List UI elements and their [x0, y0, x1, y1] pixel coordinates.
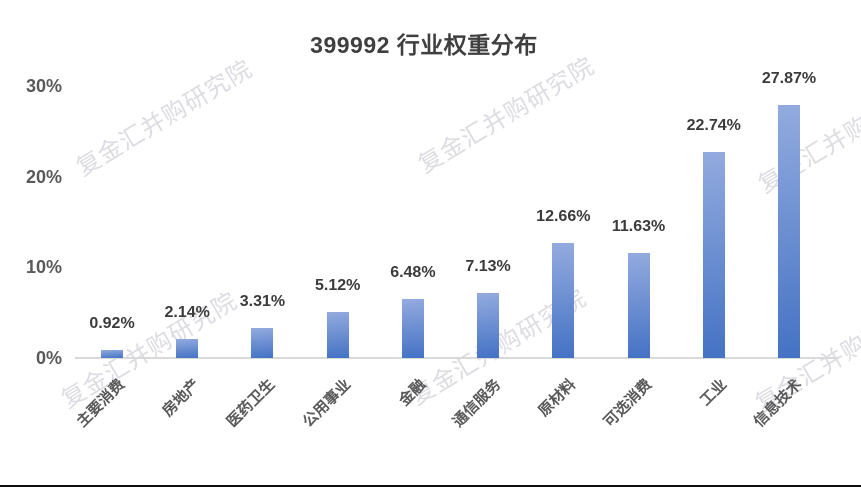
bar-信息技术: [777, 105, 800, 358]
x-tick-label: 医药卫生: [224, 376, 279, 431]
data-label: 0.92%: [89, 314, 135, 332]
y-tick-label: 10%: [25, 257, 62, 278]
y-tick-label: 20%: [25, 166, 62, 187]
bar-可选消费: [627, 252, 650, 358]
x-tick-label: 金融: [395, 376, 430, 410]
data-label: 27.87%: [761, 70, 817, 88]
bar-通信服务: [477, 293, 500, 358]
data-label: 2.14%: [164, 303, 210, 321]
x-tick-label: 房地产: [159, 376, 204, 420]
x-tick-label: 公用事业: [299, 376, 354, 431]
x-tick-label: 通信服务: [449, 376, 505, 431]
y-tick-label: 30%: [25, 75, 62, 96]
x-axis-line: [75, 357, 838, 359]
bar-公用事业: [326, 311, 349, 358]
chart-title: 399992 行业权重分布: [310, 32, 538, 58]
data-label: 11.63%: [611, 217, 666, 235]
bar-医药卫生: [251, 327, 274, 358]
x-tick-label: 主要消费: [73, 376, 129, 431]
bar-金融: [401, 299, 424, 358]
y-tick-label: 0%: [35, 348, 62, 368]
watermark-text: 复金汇并购研究院: [71, 55, 258, 182]
data-label: 5.12%: [314, 276, 361, 294]
bar-工业: [702, 151, 725, 358]
bar-房地产: [176, 338, 199, 358]
bar-主要消费: [101, 349, 123, 358]
watermark-text: 复金汇并购研究院: [413, 52, 600, 179]
x-tick-label: 工业: [696, 376, 730, 410]
bar-原材料: [552, 243, 575, 358]
window-bottom-edge: [0, 485, 861, 487]
data-label: 12.66%: [536, 208, 591, 226]
data-label: 22.74%: [686, 116, 741, 134]
x-tick-label: 原材料: [535, 376, 580, 420]
data-label: 7.13%: [465, 258, 511, 276]
x-tick-label: 可选消费: [600, 376, 655, 431]
watermark-text: 复金汇并购研究院: [750, 291, 861, 418]
data-label: 6.48%: [390, 264, 436, 282]
data-label: 3.31%: [239, 292, 286, 310]
x-tick-label: 信息技术: [750, 376, 806, 431]
